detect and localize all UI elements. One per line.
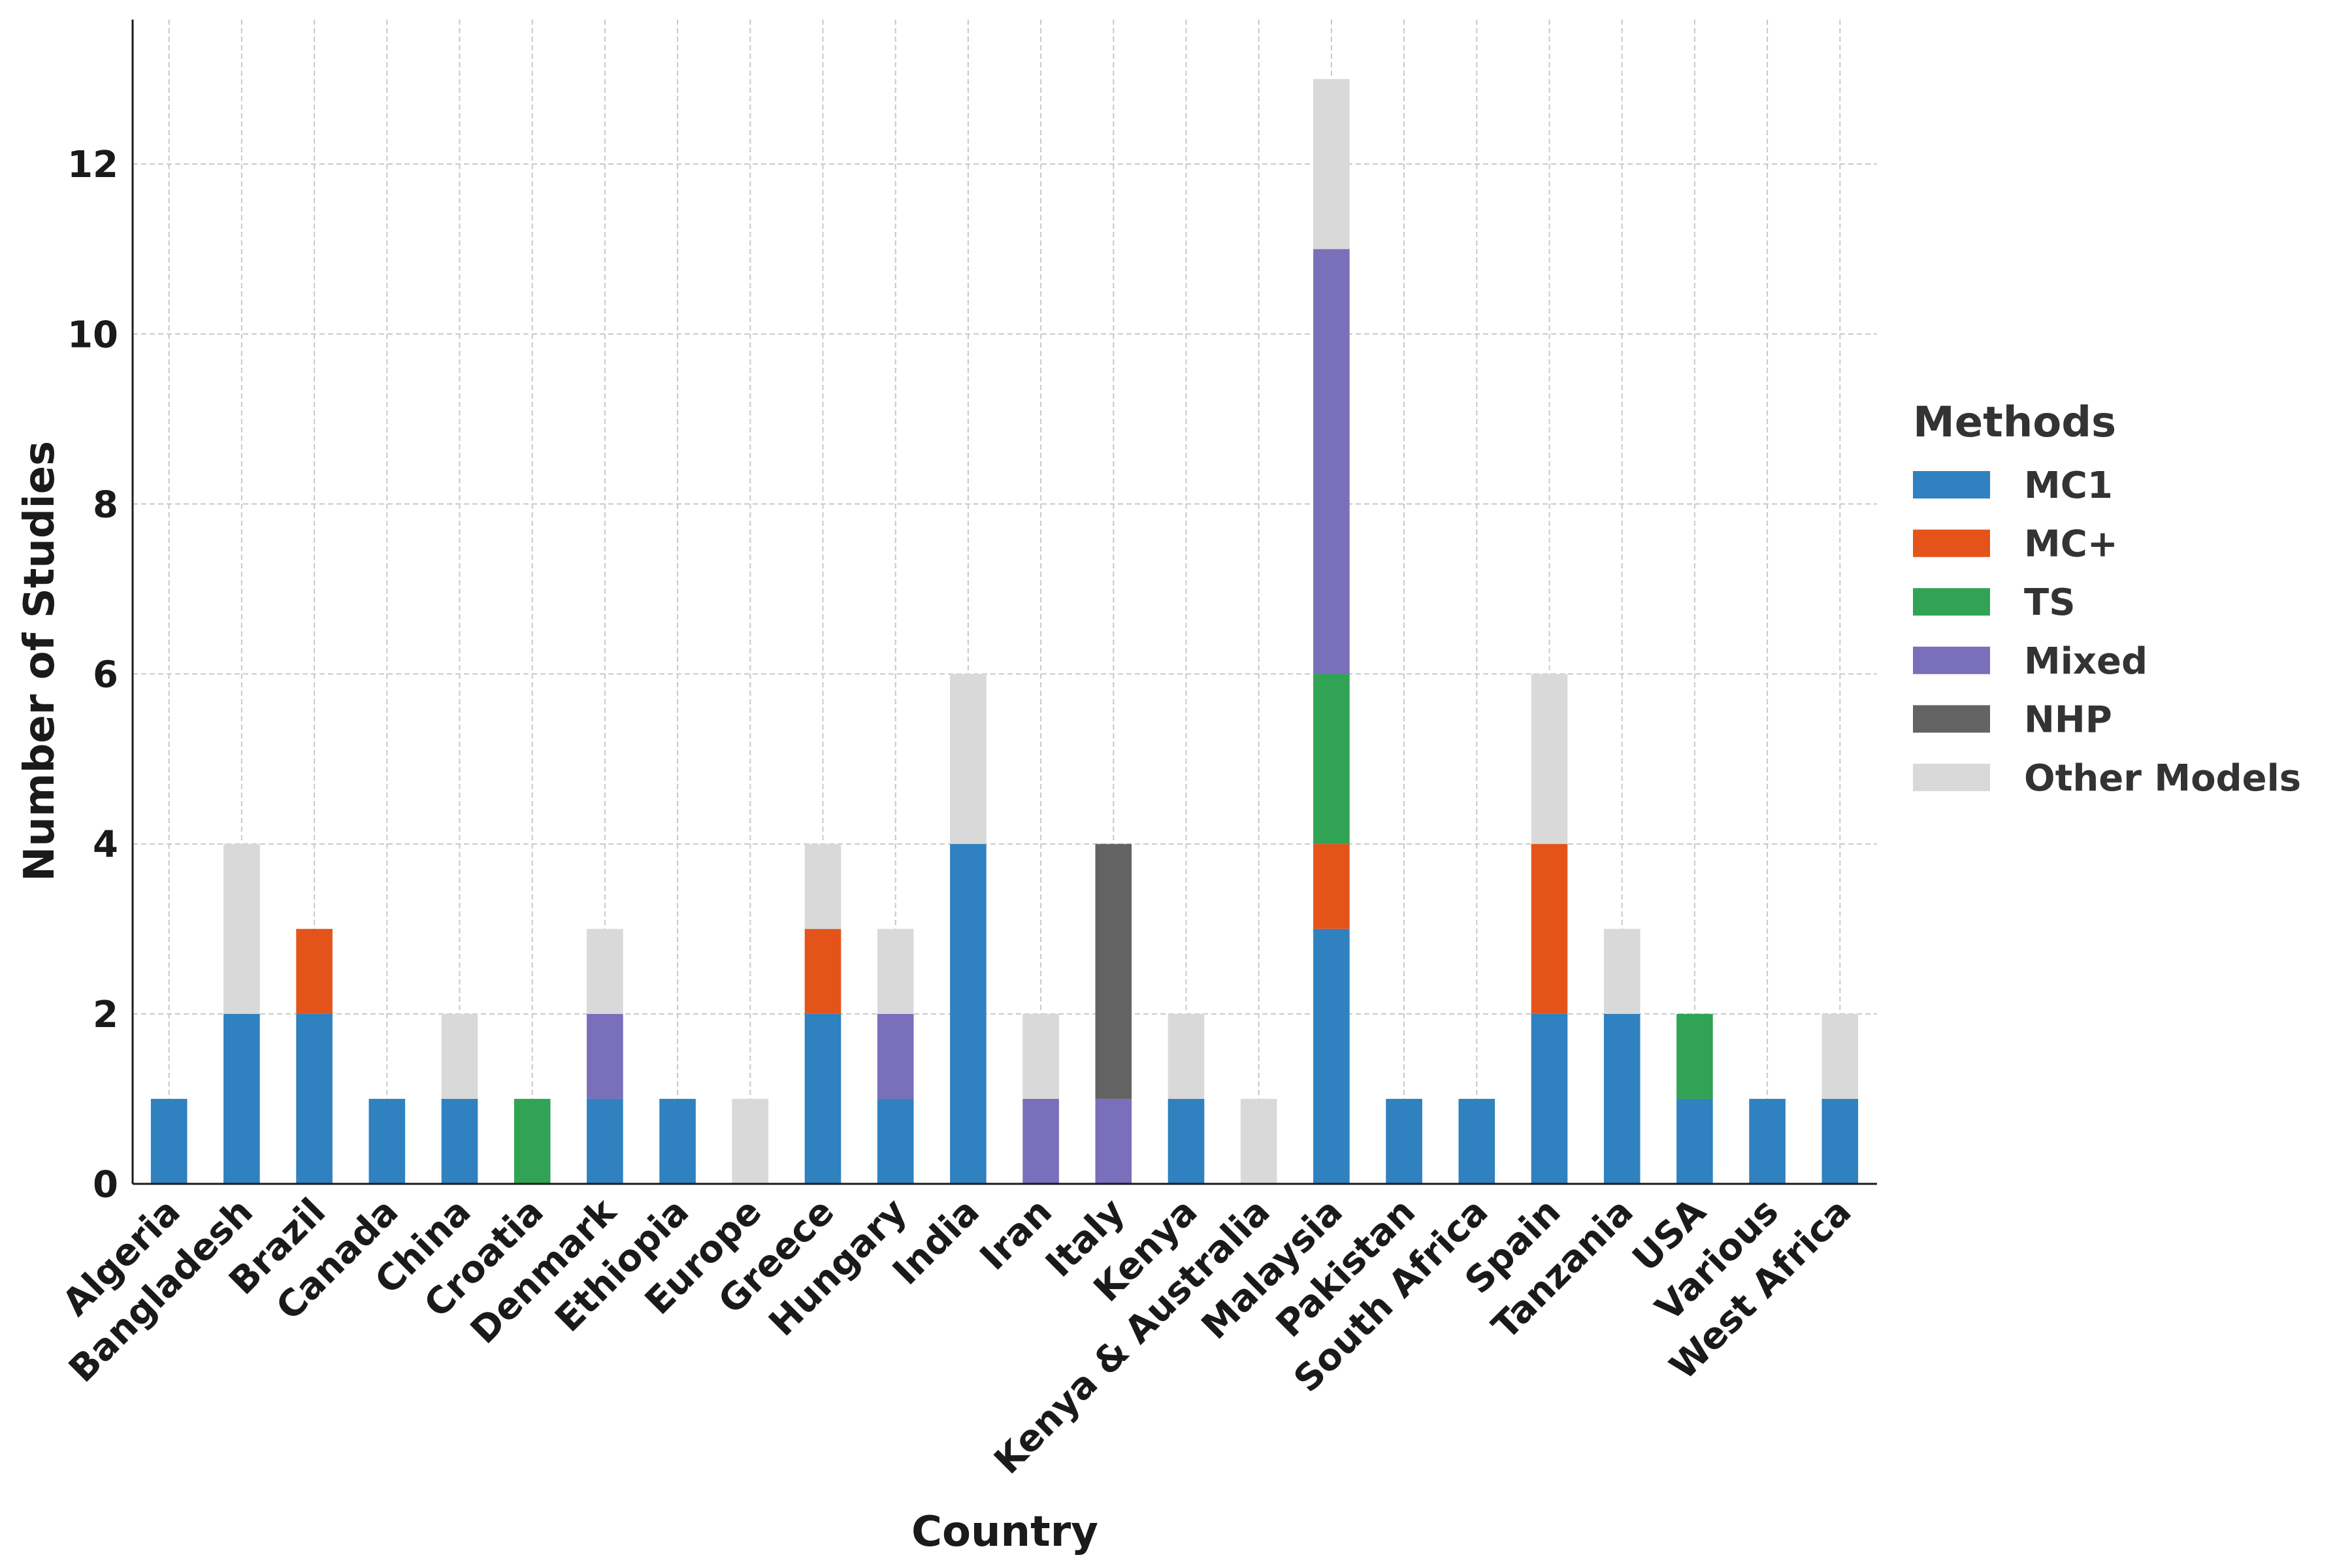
- bar-ts-malaysia: [1313, 674, 1350, 844]
- legend-title: Methods: [1913, 399, 2116, 447]
- bar-mixed-iran: [1022, 1098, 1059, 1184]
- legend-label-other-models: Other Models: [2024, 757, 2301, 800]
- bar-mc1-tanzania: [1603, 1013, 1641, 1184]
- legend-label-mc1: MC1: [2024, 465, 2113, 507]
- bar-other-models-denmark: [587, 928, 623, 1014]
- bar-mc1-india: [950, 843, 987, 1184]
- y-tick-label: 2: [93, 994, 118, 1036]
- bar-mc1-greece: [804, 1013, 841, 1184]
- bar-other-models-china: [441, 1013, 478, 1099]
- y-tick-label: 6: [93, 654, 118, 696]
- bar-other-models-hungary: [877, 928, 914, 1014]
- legend-label-mixed: Mixed: [2024, 640, 2148, 683]
- bar-other-models-tanzania: [1603, 928, 1641, 1014]
- bar-mc1-algeria: [150, 1098, 188, 1184]
- bar-mc1-denmark: [587, 1098, 623, 1184]
- legend-swatch-mixed: [1913, 646, 1990, 674]
- x-tick-labels: AlgeriaBangladeshBrazilCanadaChinaCroati…: [54, 1190, 1859, 1482]
- legend-swatch-mc1: [1913, 471, 1990, 498]
- y-tick-label: 10: [67, 314, 118, 356]
- bar-other-models-west-africa: [1821, 1013, 1859, 1099]
- bar-nhp-italy: [1095, 843, 1132, 1099]
- legend: Methods MC1 MC+ TS Mixed NHP Other Models: [1913, 399, 2301, 800]
- bar-mc--spain: [1531, 843, 1568, 1014]
- bar-mc1-ethiopia: [659, 1098, 696, 1184]
- bar-mixed-hungary: [877, 1013, 914, 1099]
- legend-label-mc-: MC+: [2024, 523, 2118, 566]
- bar-mc1-canada: [368, 1098, 406, 1184]
- bar-mc1-various: [1749, 1098, 1786, 1184]
- bar-mc--malaysia: [1313, 843, 1350, 929]
- bar-ts-usa: [1676, 1013, 1713, 1099]
- legend-label-ts: TS: [2024, 581, 2076, 624]
- bar-other-models-india: [950, 674, 987, 844]
- bar-mixed-italy: [1095, 1098, 1132, 1184]
- y-tick-labels: 0 2 4 6 8 10 12: [67, 144, 118, 1206]
- y-tick-label: 8: [93, 483, 118, 526]
- bar-ts-croatia: [514, 1098, 551, 1184]
- x-axis-title: Country: [911, 1508, 1098, 1556]
- bar-mixed-denmark: [587, 1013, 623, 1099]
- y-axis-title: Number of Studies: [16, 441, 64, 881]
- bar-other-models-kenya-australia: [1240, 1098, 1277, 1184]
- bar-mc--greece: [804, 928, 841, 1014]
- bar-mc1-usa: [1676, 1098, 1713, 1184]
- bar-mc--brazil: [296, 928, 333, 1014]
- bar-mc1-south-africa: [1458, 1098, 1495, 1184]
- legend-swatch-mc-: [1913, 529, 1990, 557]
- bar-other-models-kenya: [1168, 1013, 1205, 1099]
- legend-swatch-nhp: [1913, 705, 1990, 733]
- bar-mc1-hungary: [877, 1098, 914, 1184]
- y-tick-label: 4: [93, 824, 118, 866]
- bar-mc1-kenya: [1168, 1098, 1205, 1184]
- bars: [150, 79, 1859, 1184]
- bar-other-models-bangladesh: [223, 843, 260, 1014]
- bar-mixed-malaysia: [1313, 249, 1350, 674]
- bar-mc1-west-africa: [1821, 1098, 1859, 1184]
- bar-mc1-malaysia: [1313, 928, 1350, 1184]
- bar-other-models-iran: [1022, 1013, 1059, 1099]
- legend-label-nhp: NHP: [2024, 698, 2112, 741]
- legend-swatch-ts: [1913, 588, 1990, 616]
- axes: [131, 20, 1877, 1185]
- bar-other-models-malaysia: [1313, 79, 1350, 250]
- bar-mc1-brazil: [296, 1013, 333, 1184]
- y-tick-label: 12: [67, 144, 118, 186]
- bar-other-models-greece: [804, 843, 841, 929]
- bar-mc1-china: [441, 1098, 478, 1184]
- bar-other-models-europe: [732, 1098, 769, 1184]
- bar-other-models-spain: [1531, 674, 1568, 844]
- bar-mc1-pakistan: [1386, 1098, 1422, 1184]
- bar-mc1-bangladesh: [223, 1013, 260, 1184]
- y-tick-label: 0: [93, 1164, 118, 1206]
- legend-swatch-other-models: [1913, 764, 1990, 791]
- bar-mc1-spain: [1531, 1013, 1568, 1184]
